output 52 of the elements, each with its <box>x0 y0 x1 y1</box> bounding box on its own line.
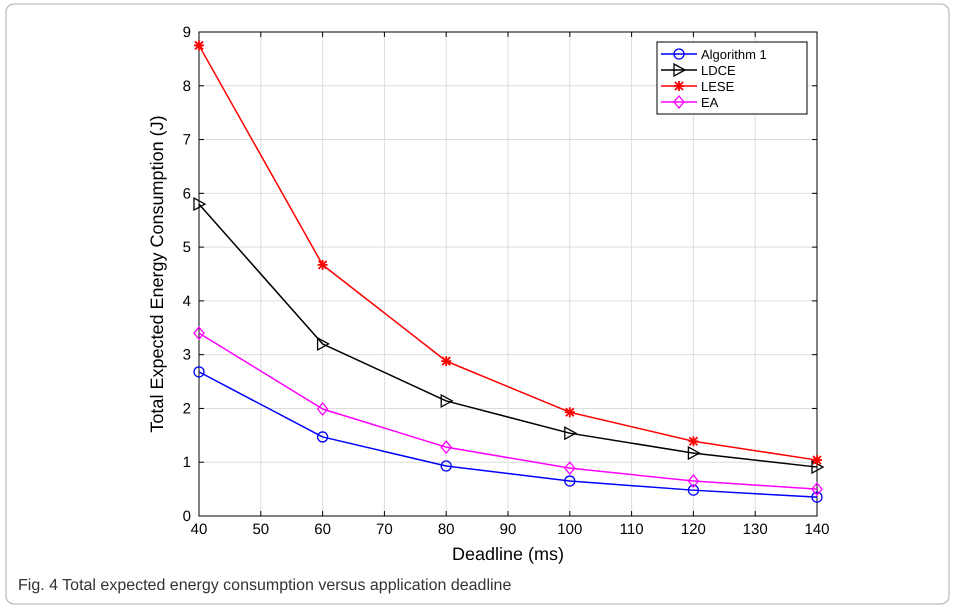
point <box>564 426 576 440</box>
point <box>564 461 576 475</box>
point <box>811 492 823 503</box>
point <box>440 355 452 368</box>
y-axis-title: Total Expected Energy Consumption (J) <box>147 115 167 433</box>
point <box>193 197 206 211</box>
y-tick-label: 6 <box>182 185 191 202</box>
x-tick-label: 80 <box>438 521 455 538</box>
x-tick-label: 140 <box>804 521 830 538</box>
point <box>316 402 328 416</box>
point <box>193 40 205 52</box>
point <box>688 435 700 448</box>
y-tick-label: 0 <box>182 508 191 525</box>
x-tick-label: 60 <box>314 521 331 538</box>
x-axis-title: Deadline (ms) <box>452 544 564 564</box>
point <box>811 454 823 466</box>
point <box>316 258 328 271</box>
legend-label: Algorithm 1 <box>701 47 767 62</box>
y-tick-label: 3 <box>182 346 191 364</box>
y-tick-label: 8 <box>182 78 191 95</box>
x-tick-label: 120 <box>680 521 706 538</box>
point <box>316 337 330 351</box>
point <box>811 482 823 496</box>
x-tick-label: 40 <box>190 521 208 538</box>
x-tick-label: 90 <box>500 521 516 538</box>
x-tick-label: 50 <box>252 521 270 538</box>
x-tick-label: 100 <box>557 521 582 538</box>
x-tick-label: 70 <box>376 521 393 538</box>
point <box>193 366 205 378</box>
point <box>688 474 700 488</box>
point <box>564 406 576 418</box>
point <box>688 446 700 460</box>
point <box>193 326 205 340</box>
y-tick-label: 4 <box>182 292 191 310</box>
legend-label: LESE <box>701 79 735 94</box>
x-tick-label: 130 <box>742 521 768 538</box>
point <box>440 460 452 472</box>
y-tick-label: 5 <box>182 239 191 256</box>
point <box>811 460 824 474</box>
point <box>440 440 452 454</box>
legend-label: LDCE <box>701 63 736 78</box>
point <box>440 394 453 408</box>
x-tick-label: 110 <box>620 521 644 538</box>
y-tick-label: 2 <box>182 400 191 418</box>
y-tick-label: 1 <box>182 454 191 472</box>
point <box>564 475 576 487</box>
point <box>316 431 328 443</box>
caption: Fig. 4 Total expected energy consumption versus application deadline <box>18 577 512 594</box>
point <box>688 484 700 496</box>
y-tick-label: 9 <box>182 24 191 41</box>
legend-label: EA <box>701 95 719 110</box>
y-tick-label: 7 <box>182 132 191 149</box>
